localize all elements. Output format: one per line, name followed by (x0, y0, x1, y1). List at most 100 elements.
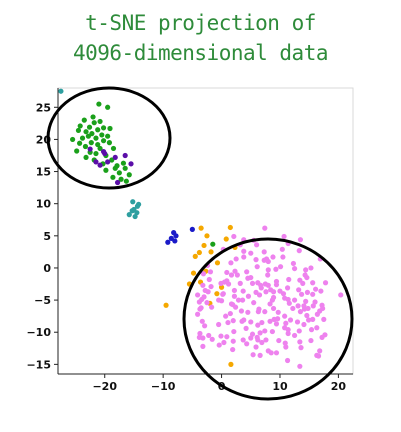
scatter-point (118, 176, 124, 182)
scatter-point (273, 282, 280, 288)
scatter-point (277, 288, 283, 294)
scatter-point (303, 267, 309, 273)
scatter-point (105, 133, 111, 139)
scatter-point (304, 274, 310, 281)
scatter-point (216, 321, 222, 328)
scatter-point (255, 322, 261, 328)
scatter-point (97, 145, 103, 152)
scatter-point (116, 170, 122, 176)
scatter-point (286, 300, 292, 306)
scatter-point (297, 309, 304, 315)
scatter-point (254, 242, 260, 248)
scatter-point (290, 260, 297, 267)
scatter-point (196, 334, 202, 340)
plot-border (57, 87, 354, 375)
scatter-point (297, 339, 303, 345)
scatter-point (256, 292, 263, 298)
y-tick-label: −10 (26, 326, 51, 339)
scatter-point (120, 160, 127, 166)
scatter-point (277, 264, 284, 270)
plot-frame (57, 87, 354, 375)
scatter-point (128, 161, 134, 167)
y-tick-label: 5 (43, 230, 51, 243)
scatter-point (283, 344, 289, 350)
scatter-point (132, 213, 138, 220)
chart-title-line-2: 4096-dimensional data (72, 41, 329, 65)
scatter-point (290, 305, 296, 312)
scatter-point (254, 264, 260, 270)
scatter-point (257, 352, 263, 358)
scatter-point (227, 310, 233, 317)
scatter-point (233, 256, 239, 262)
scatter-point (99, 132, 105, 138)
scatter-point (232, 268, 238, 274)
y-tick-label: 15 (36, 166, 51, 179)
scatter-point (199, 296, 205, 303)
scatter-point (87, 146, 93, 152)
scatter-point (210, 241, 216, 247)
scatter-point (267, 318, 273, 324)
scatter-point (231, 293, 238, 299)
x-tick-label: −20 (92, 380, 117, 393)
scatter-point (206, 332, 212, 339)
scatter-point (244, 341, 250, 347)
scatter-point (110, 174, 116, 180)
scatter-point (83, 129, 89, 135)
scatter-point (100, 138, 107, 144)
scatter-point (105, 159, 111, 165)
scatter-point (268, 350, 274, 356)
scatter-point (310, 291, 316, 297)
scatter-point (296, 248, 302, 254)
scatter-point (255, 337, 261, 343)
scatter-point (319, 334, 325, 340)
scatter-point (262, 225, 268, 231)
scatter-point (308, 265, 314, 271)
scatter-point (298, 291, 305, 297)
scatter-point (232, 304, 239, 310)
scatter-point (244, 269, 250, 275)
scatter-point (282, 295, 288, 301)
scatter-points (58, 88, 344, 369)
scatter-point (221, 339, 227, 346)
scatter-point (200, 343, 206, 349)
scatter-point (88, 140, 94, 146)
scatter-point (90, 114, 96, 120)
scatter-point (198, 225, 204, 231)
scatter-point (241, 248, 247, 254)
scatter-point (314, 325, 320, 331)
scatter-point (279, 246, 285, 252)
scatter-point (70, 136, 76, 143)
scatter-point (204, 300, 210, 306)
scatter-point (314, 352, 320, 358)
scatter-point (83, 154, 89, 161)
scatter-point (82, 143, 89, 150)
scatter-point (275, 309, 281, 315)
scatter-point (314, 311, 320, 317)
scatter-point (103, 167, 109, 173)
scatter-point (271, 316, 277, 322)
y-tick-label: 25 (36, 101, 51, 114)
scatter-point (86, 124, 93, 130)
scatter-point (110, 145, 117, 152)
scatter-point (100, 149, 107, 155)
scatter-point (75, 127, 82, 134)
scatter-point (228, 301, 235, 307)
scatter-point (294, 319, 301, 325)
scatter-point (126, 212, 132, 218)
scatter-point (107, 125, 113, 132)
scatter-point (223, 236, 229, 242)
scatter-point (250, 352, 256, 358)
scatter-point (230, 318, 236, 324)
scatter-point (310, 280, 316, 286)
scatter-point (263, 337, 269, 343)
scatter-point (214, 260, 221, 266)
scatter-point (97, 118, 103, 125)
scatter-point (304, 289, 311, 295)
scatter-point (305, 305, 311, 312)
scatter-point (225, 281, 232, 287)
scatter-point (245, 309, 251, 315)
scatter-point (218, 284, 225, 290)
scatter-point (285, 330, 291, 337)
scatter-point (122, 165, 128, 171)
